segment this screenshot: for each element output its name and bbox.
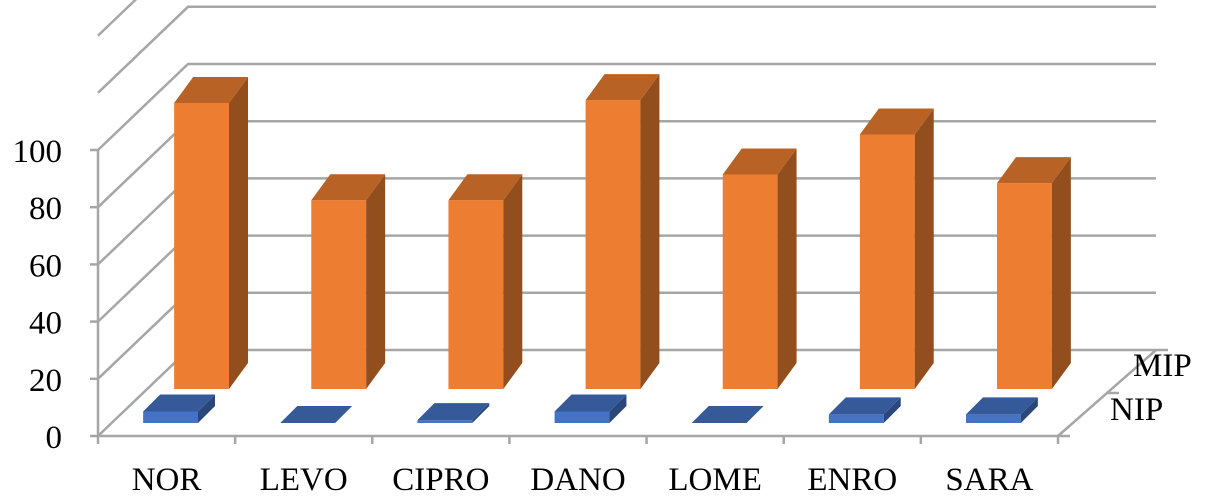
bar-side-face bbox=[503, 174, 523, 389]
bar-nip-sara[interactable] bbox=[966, 397, 1038, 423]
bar-side-face bbox=[366, 174, 386, 389]
bar-front-face bbox=[417, 420, 473, 423]
depth-label-nip: NIP bbox=[1110, 392, 1163, 428]
bar-mip-cipro[interactable] bbox=[448, 174, 523, 389]
series-mip bbox=[174, 74, 1071, 390]
x-category-label: LOME bbox=[668, 462, 762, 498]
bar-nip-enro[interactable] bbox=[828, 397, 901, 423]
y-tick-label: 0 bbox=[46, 420, 63, 456]
bar-side-face bbox=[883, 397, 901, 423]
x-category-label: DANO bbox=[530, 462, 625, 498]
gridline bbox=[97, 0, 138, 37]
bar-top-face bbox=[722, 148, 797, 175]
bar-front-face bbox=[859, 134, 915, 389]
bar-top-face bbox=[859, 108, 934, 135]
bar-top-face bbox=[280, 406, 353, 423]
bar-mip-levo[interactable] bbox=[311, 174, 386, 389]
bar-side-face bbox=[1020, 397, 1038, 423]
gridline bbox=[97, 62, 1156, 151]
x-category-labels: NOR LEVO CIPRO DANO LOME ENRO SARA bbox=[132, 462, 1034, 498]
bar-side-face bbox=[1051, 157, 1071, 389]
bar-top-face bbox=[828, 397, 901, 415]
bar-side-face bbox=[609, 394, 627, 423]
bar-top-face bbox=[311, 174, 386, 201]
bar-nip-nor[interactable] bbox=[143, 394, 215, 423]
series-nip bbox=[143, 394, 1038, 423]
bar-mip-lome[interactable] bbox=[722, 148, 797, 390]
y-tick-label: 80 bbox=[29, 191, 62, 227]
bar-top-face bbox=[691, 406, 764, 423]
bar-top-face bbox=[997, 157, 1071, 184]
depth-label-mip: MIP bbox=[1133, 348, 1192, 384]
gridline bbox=[97, 5, 1156, 94]
depth-axis-labels: NIP MIP bbox=[1110, 348, 1192, 428]
y-tick-label: 40 bbox=[29, 306, 62, 342]
bar-front-face bbox=[997, 183, 1052, 389]
bar-nip-levo[interactable] bbox=[280, 406, 353, 423]
bar-front-face bbox=[722, 174, 778, 389]
bar-front-face bbox=[554, 411, 610, 423]
bar-mip-sara[interactable] bbox=[997, 157, 1071, 389]
x-category-label: NOR bbox=[132, 462, 202, 498]
axes bbox=[90, 148, 1168, 444]
bar-front-face bbox=[174, 103, 229, 389]
x-category-label: LEVO bbox=[260, 462, 348, 498]
bar-top-face bbox=[448, 174, 523, 201]
bar-front-face bbox=[585, 100, 641, 389]
y-tick-label: 20 bbox=[29, 363, 62, 399]
x-category-label: CIPRO bbox=[392, 462, 489, 498]
x-category-label: SARA bbox=[945, 462, 1033, 498]
bar-nip-dano[interactable] bbox=[554, 394, 627, 423]
bar-front-face bbox=[448, 200, 504, 389]
bar-top-face bbox=[585, 74, 660, 101]
bar-mip-enro[interactable] bbox=[859, 108, 934, 390]
bar-side-face bbox=[777, 148, 797, 389]
bar-side-face bbox=[640, 74, 660, 389]
bar-top-face bbox=[554, 394, 627, 412]
bar-side-face bbox=[229, 77, 248, 389]
x-category-label: ENRO bbox=[807, 462, 897, 498]
bar-top-face bbox=[143, 394, 215, 412]
bar-mip-nor[interactable] bbox=[174, 77, 248, 389]
bar-top-face bbox=[966, 397, 1038, 415]
bar-nip-lome[interactable] bbox=[691, 406, 764, 423]
bar-nip-cipro[interactable] bbox=[417, 403, 490, 423]
bar-front-face bbox=[828, 414, 884, 423]
bar-side-face bbox=[198, 394, 215, 423]
y-tick-labels: 0 20 40 60 80 100 bbox=[13, 134, 63, 456]
y-tick-label: 100 bbox=[13, 134, 63, 170]
bar-front-face bbox=[311, 200, 367, 389]
bar-side-face bbox=[914, 108, 934, 390]
bar-side-face bbox=[472, 403, 490, 423]
bar-mip-dano[interactable] bbox=[585, 74, 660, 389]
bar-front-face bbox=[966, 414, 1021, 423]
y-tick-label: 60 bbox=[29, 248, 62, 284]
bar-top-face bbox=[417, 403, 490, 421]
bar-top-face bbox=[174, 77, 248, 103]
bar-front-face bbox=[143, 411, 198, 423]
